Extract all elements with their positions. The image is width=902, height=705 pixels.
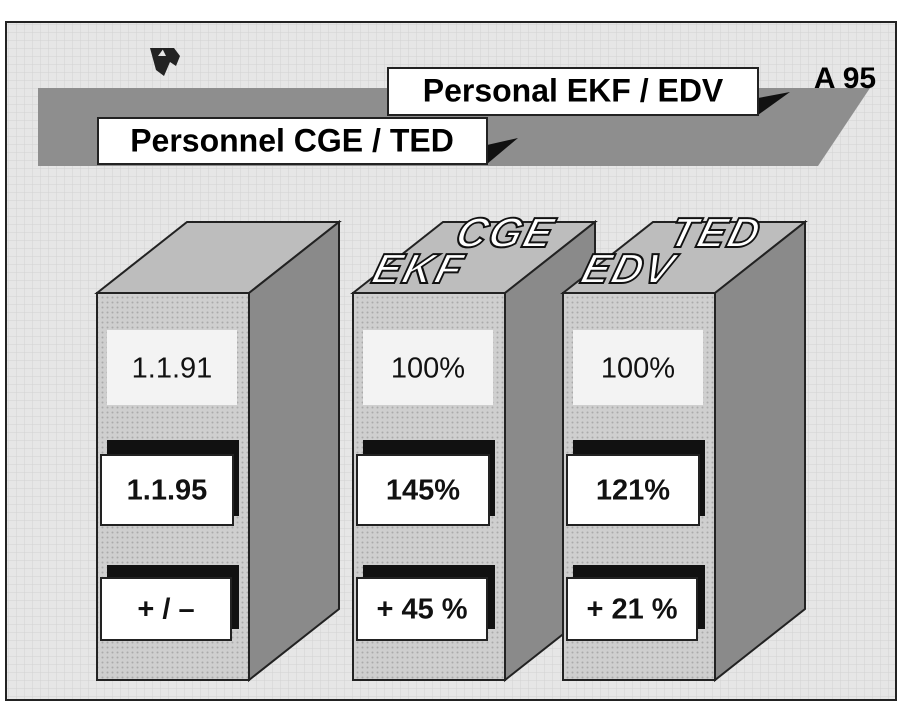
row-value: + 45 % [376,594,467,626]
column-label: TED [664,210,767,257]
infographic: Personal EKF / EDV Personnel CGE / TED A… [0,0,902,705]
page-code: A 95 [814,62,876,95]
row-value: 1.1.91 [132,353,213,385]
title-fr: Personnel CGE / TED [130,122,454,158]
row-value: 1.1.95 [127,475,208,507]
title-de: Personal EKF / EDV [423,72,724,108]
row-value: 121% [596,475,670,507]
column-label: CGE [451,210,561,257]
cabinet-side [249,222,339,680]
row-value: + 21 % [586,594,677,626]
row-value: 145% [386,475,460,507]
row-value: 100% [601,353,675,385]
cabinet-side [715,222,805,680]
row-value: 100% [391,353,465,385]
row-value: + / – [137,594,194,626]
